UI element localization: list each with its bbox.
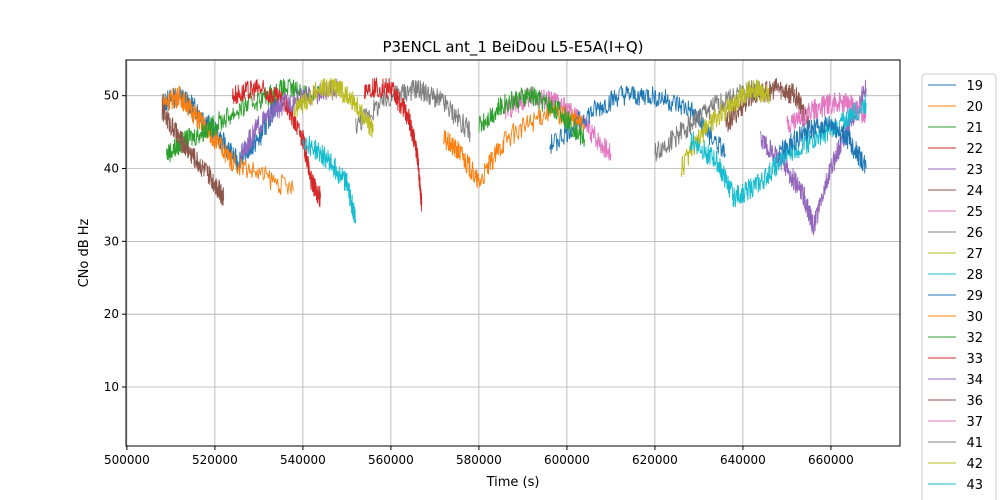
y-tick-label: 30 xyxy=(104,234,119,248)
x-axis-label: Time (s) xyxy=(486,475,540,490)
legend-label: 29 xyxy=(966,289,983,304)
x-tick-label: 640000 xyxy=(720,453,766,467)
series-line-41 xyxy=(654,79,761,162)
legend-label: 33 xyxy=(966,352,983,367)
legend-label: 34 xyxy=(966,373,983,388)
x-tick-label: 580000 xyxy=(456,453,502,467)
series-line-43 xyxy=(689,94,867,208)
legend-label: 20 xyxy=(966,100,983,115)
legend-label: 19 xyxy=(966,79,983,94)
legend-label: 30 xyxy=(966,310,983,325)
series-line-30 xyxy=(443,100,585,189)
legend-label: 32 xyxy=(966,331,983,346)
series-line-44 xyxy=(777,115,867,174)
chart-title: P3ENCL ant_1 BeiDou L5-E5A(I+Q) xyxy=(382,38,643,57)
legend-label: 24 xyxy=(966,184,983,199)
x-tick-label: 520000 xyxy=(192,453,238,467)
series-line-24 xyxy=(161,99,225,207)
x-tick-label: 500000 xyxy=(104,453,150,467)
legend-box xyxy=(921,73,997,500)
legend-label: 42 xyxy=(966,457,983,472)
legend-label: 41 xyxy=(966,436,983,451)
series-line-22 xyxy=(232,79,321,208)
legend-label: 21 xyxy=(966,121,983,136)
series-line-33 xyxy=(364,77,423,212)
plot-frame xyxy=(125,59,901,447)
series-line-37 xyxy=(786,92,867,133)
legend: 19 20 21 22 23 24 25 26 27 28 29 30 32 33 34 36 37 41 42 43… xyxy=(921,73,997,500)
legend-label: 43 xyxy=(966,478,983,493)
series-line-21 xyxy=(166,78,321,163)
legend-label: 36 xyxy=(966,394,983,409)
legend-label: 28 xyxy=(966,268,983,283)
y-tick-label: 50 xyxy=(104,89,119,103)
x-tick-label: 660000 xyxy=(808,453,854,467)
legend-label: 26 xyxy=(966,226,983,241)
series-line-26 xyxy=(355,80,471,143)
series-line-42 xyxy=(680,80,770,178)
y-axis-label: CNo dB Hz xyxy=(77,218,92,287)
legend-label: 37 xyxy=(966,415,983,430)
legend-label: 23 xyxy=(966,163,983,178)
legend-label: 22 xyxy=(966,142,983,157)
x-tick-label: 540000 xyxy=(280,453,326,467)
x-tick-label: 620000 xyxy=(632,453,678,467)
y-tick-label: 10 xyxy=(104,380,119,394)
legend-label: 25 xyxy=(966,205,983,220)
series-line-27 xyxy=(293,77,374,138)
y-tick-label: 20 xyxy=(104,307,119,321)
x-tick-label: 560000 xyxy=(368,453,414,467)
y-tick-label: 40 xyxy=(104,162,119,176)
series-line-28 xyxy=(302,135,357,224)
series-line-32 xyxy=(478,85,585,147)
x-tick-label: 600000 xyxy=(544,453,590,467)
series-line-23 xyxy=(240,78,339,161)
legend-label: 27 xyxy=(966,247,983,262)
